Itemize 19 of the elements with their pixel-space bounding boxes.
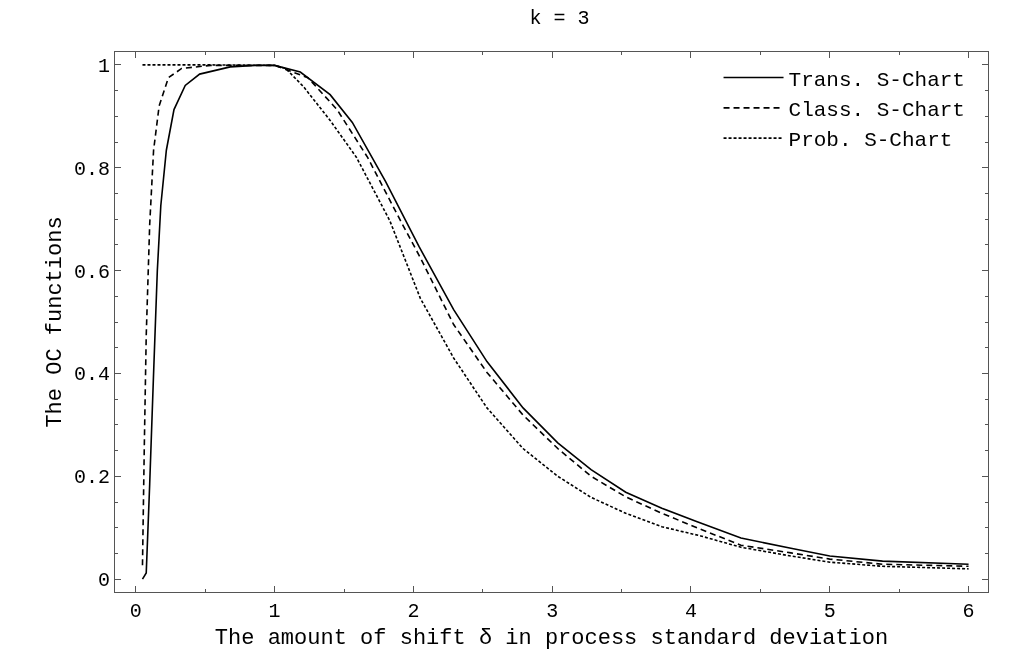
y-tick-label: 0.8 [73,157,110,181]
x-tick-label: 5 [823,600,836,623]
legend-label: Trans. S-Chart [788,68,965,92]
legend-label: Prob. S-Chart [788,129,953,153]
y-axis-title: The OC functions [42,216,68,428]
y-tick-label: 1 [97,54,110,78]
x-tick-label: 4 [684,600,697,623]
legend-label: Class. S-Chart [788,99,965,123]
x-tick-label: 0 [129,600,142,623]
y-tick-label: 0.2 [73,466,110,490]
chart-title: k = 3 [529,7,590,31]
y-tick-label: 0.6 [73,260,110,284]
x-tick-label: 1 [268,600,281,623]
y-tick-label: 0.4 [73,363,110,387]
x-tick-label: 3 [546,600,559,623]
y-tick-label: 0 [97,569,110,593]
x-tick-label: 6 [962,600,975,623]
x-tick-label: 2 [407,600,420,623]
x-axis-title: The amount of shift δ in process standard deviation [214,625,889,651]
